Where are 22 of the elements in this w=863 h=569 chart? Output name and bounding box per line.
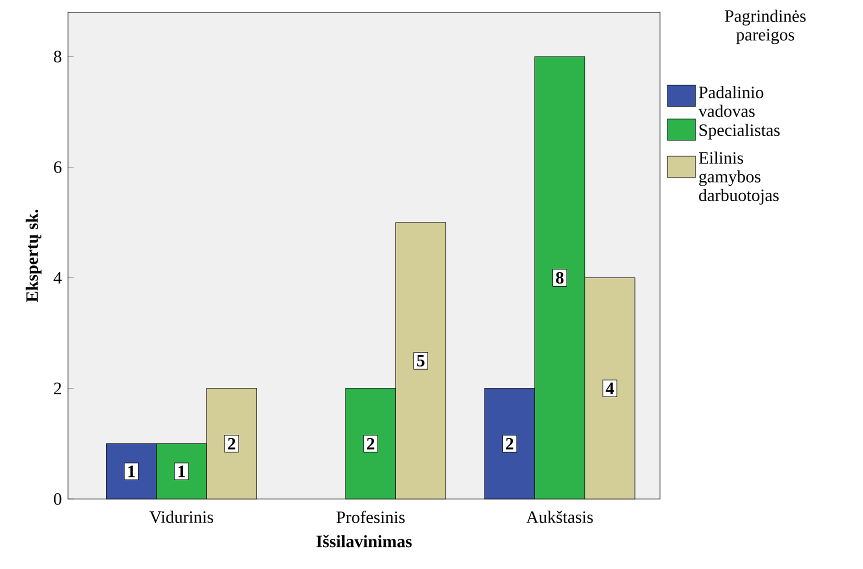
y-tick-label: 0 [54, 493, 62, 505]
y-tick-label: 4 [54, 272, 62, 284]
legend-label: Specialistas [700, 124, 780, 140]
x-tick-label: Profesinis [336, 510, 405, 524]
y-axis-title: Ekspertų sk. [26, 210, 42, 302]
data-label: 2 [506, 438, 514, 450]
legend-label: Eilinis gamybos darbuotojas [698, 152, 779, 205]
x-tick-label: Vidurinis [149, 510, 214, 524]
y-tick-label: 2 [54, 382, 62, 394]
y-tick-label: 8 [54, 50, 62, 62]
data-label: 2 [367, 438, 374, 450]
data-label: 4 [606, 382, 614, 394]
data-label: 8 [556, 272, 564, 284]
legend-label: Padalinio vadovas [698, 86, 764, 117]
y-tick-label: 6 [54, 161, 62, 174]
data-label: 2 [228, 438, 236, 450]
data-label: 1 [128, 466, 135, 478]
x-axis-title: Išsilavinimas [316, 534, 412, 548]
x-tick-label: Aukštasis [526, 510, 593, 523]
legend-title: Pagrindinės pareigos [724, 10, 806, 44]
data-label: 5 [417, 354, 424, 367]
data-label: 1 [178, 466, 185, 478]
